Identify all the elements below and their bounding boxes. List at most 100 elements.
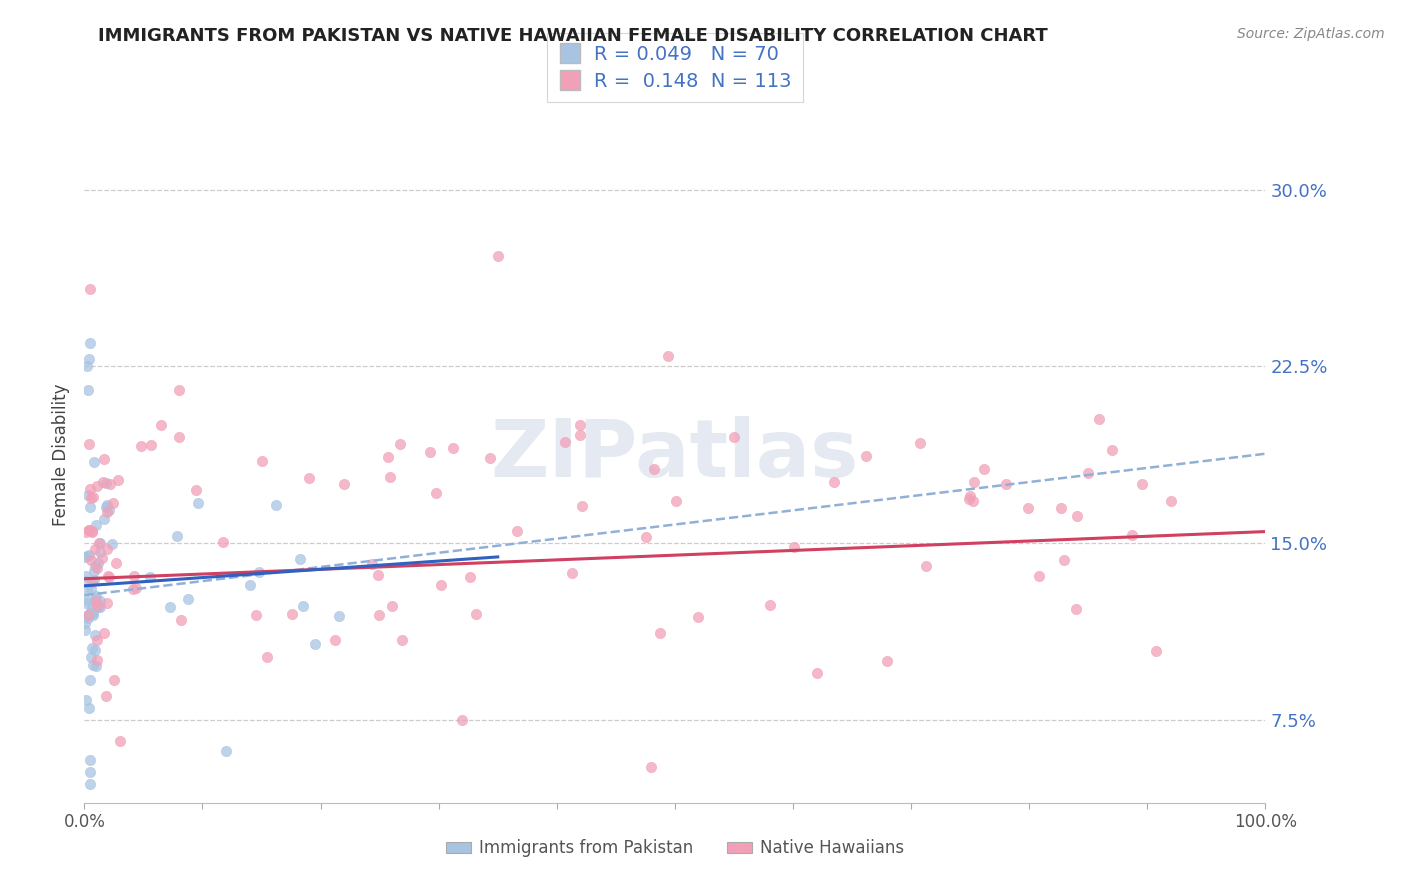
- Point: [758, 598, 780, 612]
- Point: [643, 462, 665, 476]
- Point: [855, 449, 877, 463]
- Point: [86, 632, 108, 647]
- Point: [281, 607, 304, 621]
- Point: [657, 350, 679, 364]
- Point: [90, 550, 112, 565]
- Point: [167, 430, 190, 444]
- Point: [959, 489, 981, 503]
- Y-axis label: Female Disability: Female Disability: [52, 384, 70, 526]
- Point: [388, 436, 411, 450]
- Point: [908, 436, 931, 450]
- Point: [84, 658, 107, 673]
- Point: [247, 565, 270, 579]
- Point: [298, 471, 321, 485]
- Point: [723, 430, 745, 444]
- Point: [79, 753, 101, 767]
- Point: [290, 552, 312, 566]
- Point: [640, 760, 662, 774]
- Point: [77, 352, 100, 367]
- Point: [103, 673, 125, 687]
- Point: [83, 564, 105, 578]
- Point: [104, 557, 127, 571]
- Point: [77, 549, 100, 563]
- Point: [323, 633, 346, 648]
- Point: [1066, 509, 1088, 524]
- Text: Source: ZipAtlas.com: Source: ZipAtlas.com: [1237, 27, 1385, 41]
- Point: [82, 524, 104, 538]
- Point: [77, 383, 100, 397]
- Point: [569, 428, 592, 442]
- Point: [73, 610, 96, 624]
- Point: [139, 570, 162, 584]
- Point: [1087, 412, 1109, 426]
- Point: [79, 765, 101, 780]
- Point: [166, 529, 188, 543]
- Point: [82, 600, 104, 615]
- Point: [187, 496, 209, 510]
- Point: [91, 475, 114, 490]
- Point: [79, 673, 101, 687]
- Point: [686, 610, 709, 624]
- Point: [82, 608, 104, 623]
- Point: [150, 418, 173, 433]
- Point: [96, 475, 118, 490]
- Point: [648, 626, 671, 640]
- Point: [93, 512, 115, 526]
- Point: [77, 611, 100, 625]
- Point: [79, 335, 101, 350]
- Point: [96, 596, 118, 610]
- Point: [79, 607, 101, 621]
- Point: [159, 600, 181, 615]
- Point: [1077, 466, 1099, 480]
- Point: [823, 475, 845, 489]
- Point: [131, 439, 153, 453]
- Point: [1121, 528, 1143, 542]
- Point: [83, 574, 105, 588]
- Point: [292, 599, 315, 613]
- Point: [806, 666, 828, 681]
- Point: [479, 451, 502, 466]
- Point: [464, 607, 486, 621]
- Point: [377, 450, 399, 464]
- Point: [86, 599, 108, 613]
- Point: [973, 462, 995, 476]
- Point: [76, 359, 98, 374]
- Point: [783, 541, 806, 555]
- Point: [96, 541, 118, 556]
- Point: [441, 441, 464, 455]
- Point: [86, 653, 108, 667]
- Point: [76, 549, 98, 563]
- Point: [425, 485, 447, 500]
- Point: [76, 488, 98, 502]
- Point: [962, 494, 984, 508]
- Point: [636, 530, 658, 544]
- Point: [89, 599, 111, 614]
- Point: [84, 589, 107, 603]
- Point: [215, 744, 238, 758]
- Point: [82, 525, 104, 540]
- Point: [82, 640, 104, 655]
- Point: [506, 524, 529, 538]
- Point: [89, 594, 111, 608]
- Point: [79, 282, 101, 296]
- Point: [84, 594, 107, 608]
- Point: [554, 435, 576, 450]
- Point: [93, 452, 115, 467]
- Point: [80, 553, 103, 567]
- Point: [76, 582, 98, 596]
- Point: [915, 559, 938, 574]
- Point: [79, 523, 101, 537]
- Point: [124, 581, 146, 595]
- Point: [186, 483, 208, 497]
- Point: [84, 517, 107, 532]
- Point: [89, 536, 111, 550]
- Point: [381, 599, 404, 614]
- Point: [84, 591, 107, 606]
- Point: [96, 505, 118, 519]
- Point: [122, 582, 145, 596]
- Point: [239, 578, 262, 592]
- Point: [84, 642, 107, 657]
- Point: [1130, 477, 1153, 491]
- Point: [100, 537, 122, 551]
- Point: [80, 605, 103, 619]
